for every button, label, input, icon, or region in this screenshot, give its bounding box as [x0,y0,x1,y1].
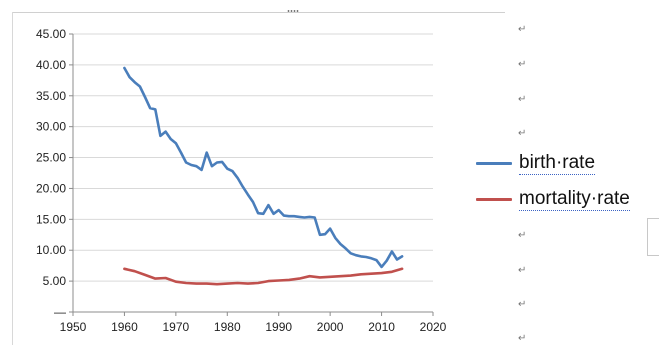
x-tick-label: 1990 [265,320,292,334]
x-tick-label: 2010 [368,320,395,334]
y-tick-label: 15.00 [36,212,66,226]
x-tick-label: 2020 [420,320,447,334]
x-tick-label: 1950 [60,320,87,334]
y-tick-label: 5.00 [43,274,67,288]
y-tick-label: 45.00 [36,27,66,41]
paragraph-mark-icon: ↵ [518,24,527,35]
y-tick-label: 35.00 [36,89,66,103]
paragraph-mark-icon: ↵ [518,59,527,70]
legend-swatch-birth-rate [476,161,512,165]
y-tick-label: 10.00 [36,243,66,257]
paragraph-mark-icon: ↵ [518,128,527,139]
y-tick-label: 20.00 [36,181,66,195]
y-tick-label: 30.00 [36,120,66,134]
x-tick-label: 1980 [214,320,241,334]
legend-item-birth-rate: birth·rate [476,150,596,176]
series-lines [123,66,404,286]
x-tick-label: 2000 [317,320,344,334]
y-axis-tick-labels: 45.00 40.00 35.00 30.00 25.00 20.00 15.00 10.00… [36,27,66,319]
paragraph-mark-icon: ↵ [518,94,527,105]
y-tick-label: 40.00 [36,58,66,72]
legend-label-birth-rate: birth·rate [519,151,596,175]
legend-label-mortality-rate: mortality·rate [519,187,630,211]
paragraph-mark-icon: ↵ [518,299,527,310]
x-axis-tick-labels: 1950 1960 1970 1980 1990 2000 2010 2020 [60,320,447,334]
paragraph-mark-icon: ↵ [518,230,527,241]
paragraph-mark-icon: ↵ [518,265,527,276]
y-tick-label: — [54,305,66,319]
chart-frame-left-border [12,12,13,345]
legend-swatch-mortality-rate [476,197,512,201]
side-panel-edge [647,218,659,256]
legend-item-mortality-rate: mortality·rate [476,186,630,212]
series-line-mortality-rate [123,267,404,286]
x-tick-label: 1970 [163,320,190,334]
resize-handle-icon[interactable] [287,9,299,13]
gridlines [73,33,433,282]
series-line-birth-rate [123,66,404,269]
chart-frame-top-border [12,12,505,13]
paragraph-mark-icon: ↵ [518,333,527,344]
axes [69,33,434,316]
x-tick-label: 1960 [111,320,138,334]
y-tick-label: 25.00 [36,151,66,165]
